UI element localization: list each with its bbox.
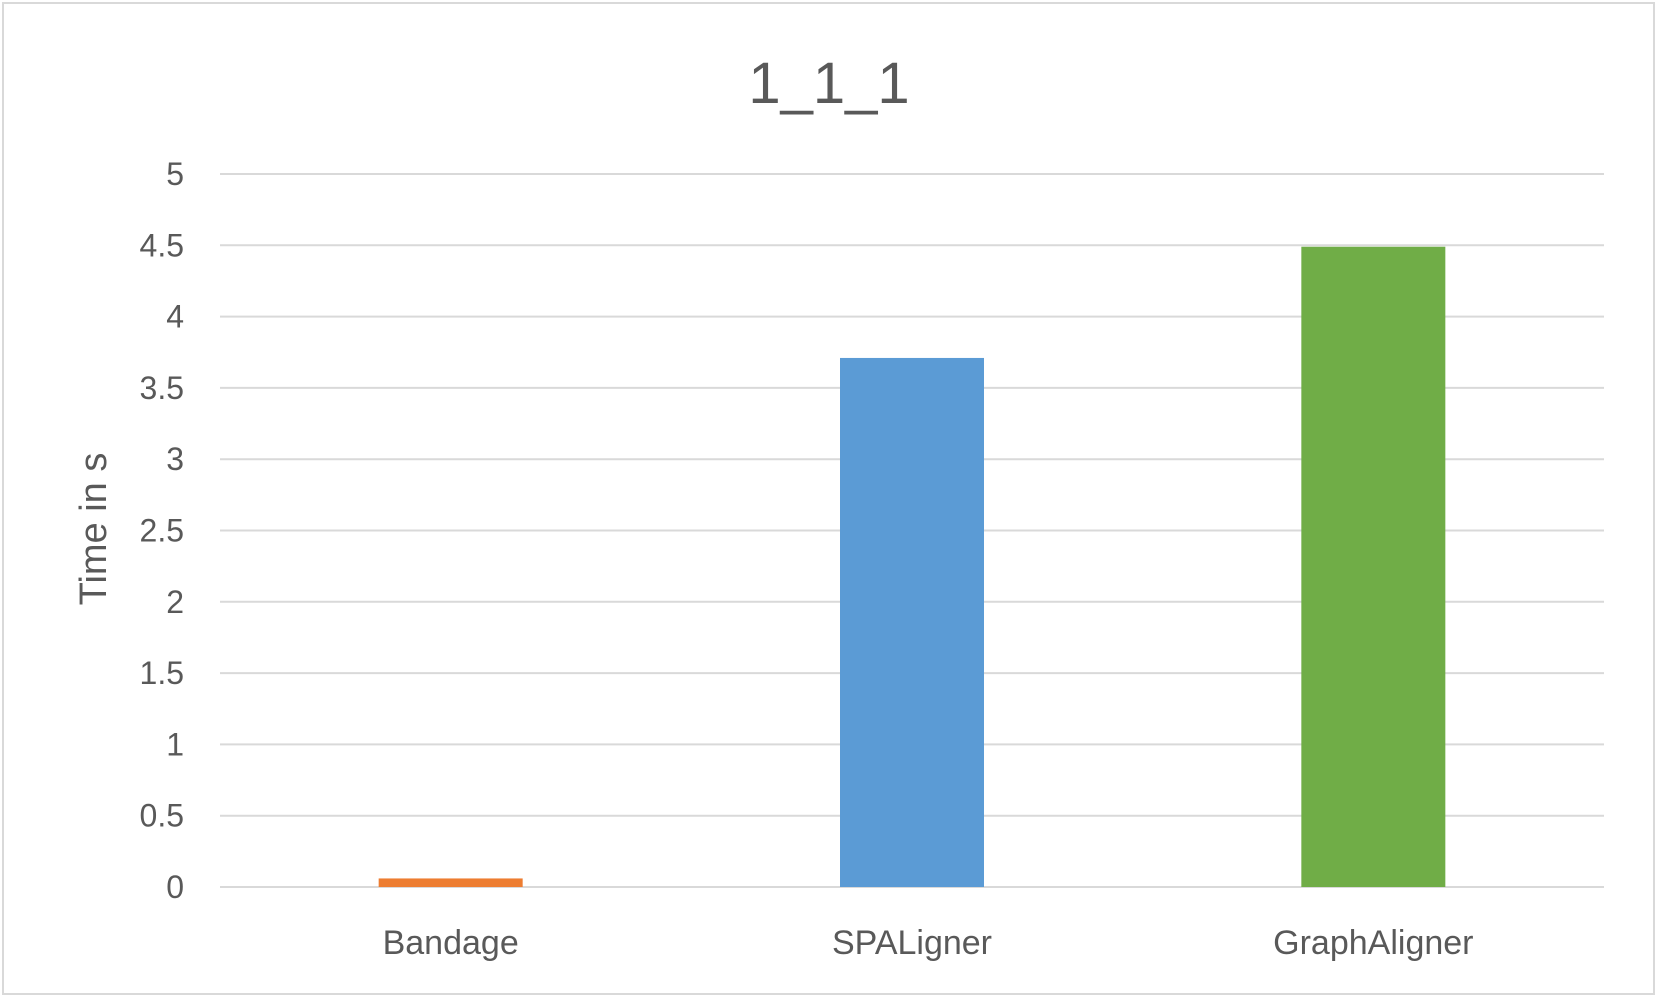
y-tick-label: 1.5 — [140, 655, 184, 691]
bars — [378, 246, 1446, 888]
y-axis-title: Time in s — [73, 453, 115, 606]
y-tick-label: 3 — [166, 441, 184, 477]
x-category-label: GraphAligner — [1273, 924, 1473, 962]
y-tick-label: 2 — [166, 584, 184, 620]
y-tick-label: 0.5 — [140, 798, 184, 834]
bar-chart: 0 0.5 1 1.5 2 2.5 3 3.5 4 4.5 5 Bandage SPALigner Gr… — [73, 51, 1604, 962]
bar-bandage — [378, 878, 523, 887]
x-category-label: Bandage — [383, 924, 519, 962]
y-tick-label: 5 — [166, 156, 184, 192]
y-tick-label: 1 — [166, 726, 184, 762]
y-axis-ticks: 0 0.5 1 1.5 2 2.5 3 3.5 4 4.5 5 — [140, 156, 184, 905]
chart-title: 1_1_1 — [748, 51, 909, 116]
y-tick-label: 0 — [166, 869, 184, 905]
y-tick-label: 4 — [166, 299, 184, 335]
y-tick-label: 3.5 — [140, 370, 184, 406]
bar-graphaligner — [1301, 246, 1446, 887]
y-tick-label: 2.5 — [140, 513, 184, 549]
x-axis-categories: Bandage SPALigner GraphAligner — [383, 924, 1474, 962]
bar-spaligner — [840, 357, 984, 888]
x-category-label: SPALigner — [832, 924, 992, 962]
y-tick-label: 4.5 — [140, 227, 184, 263]
